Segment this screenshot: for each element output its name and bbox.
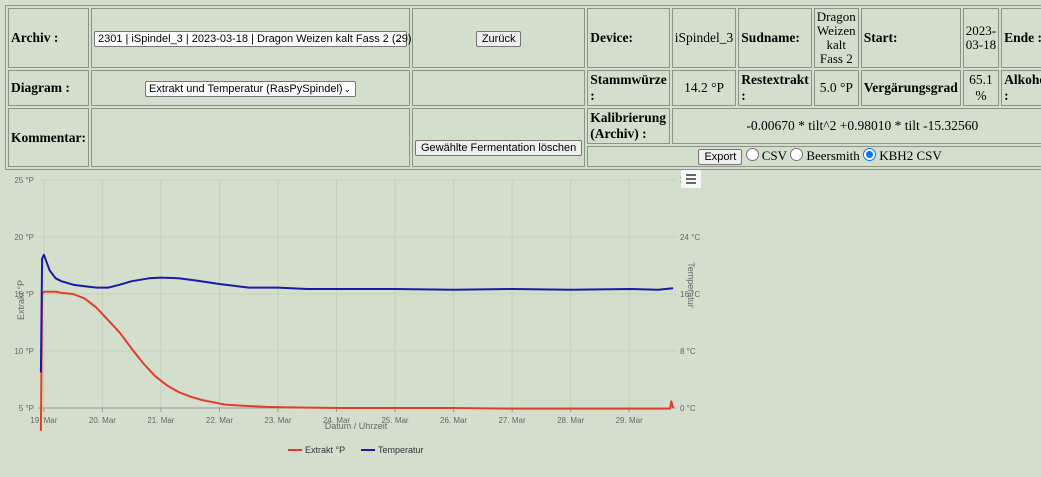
chart-series bbox=[39, 253, 675, 431]
chart-legend[interactable]: Extrakt °P Temperatur bbox=[288, 445, 424, 455]
export-csv-label: CSV bbox=[761, 148, 787, 163]
x-tick-label: 22. Mar bbox=[206, 416, 233, 425]
diagram-select[interactable]: Extrakt und Temperatur (RasPySpindel) ⌄ bbox=[144, 80, 356, 97]
stammwuerze-label: Stammwürze : bbox=[587, 70, 670, 106]
alkohol-label: Alkohol : bbox=[1001, 70, 1041, 106]
x-tick-label: 25. Mar bbox=[381, 416, 408, 425]
series-line-temperatur bbox=[39, 253, 674, 373]
archive-select[interactable]: 2301 | iSpindel_3 | 2023-03-18 | Dragon … bbox=[93, 30, 411, 47]
start-value: 2023- 03-18 bbox=[962, 8, 1000, 68]
menu-icon bbox=[686, 174, 696, 176]
diagram-label: Diagram : bbox=[8, 70, 89, 106]
kalibrierung-value: -0.00670 * tilt^2 +0.98010 * tilt -15.32… bbox=[671, 108, 1041, 144]
chevron-down-icon: ⌄ bbox=[343, 83, 351, 94]
export-kbh2-radio[interactable] bbox=[863, 148, 876, 161]
back-button[interactable]: Zurück bbox=[475, 30, 522, 47]
start-label: Start: bbox=[860, 8, 961, 68]
restextrakt-value: 5.0 °P bbox=[813, 70, 859, 106]
device-label: Device: bbox=[587, 8, 670, 68]
y-left-tick-label: 15 °P bbox=[14, 290, 34, 299]
x-tick-label: 19. Mar bbox=[30, 416, 57, 425]
export-button[interactable]: Export bbox=[698, 149, 743, 165]
y-left-tick-label: 20 °P bbox=[14, 233, 34, 242]
legend-item-label: Temperatur bbox=[378, 445, 424, 455]
x-tick-label: 21. Mar bbox=[147, 416, 174, 425]
y-axis-left-title: Extrakt °P bbox=[16, 280, 26, 320]
chart-menu-button[interactable] bbox=[681, 170, 701, 188]
x-tick-label: 28. Mar bbox=[557, 416, 584, 425]
fermentation-chart: 25 °P20 °P15 °P10 °P5 °P 32 °C24 °C16 °C… bbox=[14, 176, 700, 455]
sudname-value: Dragon Weizen kalt Fass 2 bbox=[813, 8, 859, 68]
export-beersmith-radio[interactable] bbox=[790, 148, 804, 161]
device-value: iSpindel_3 bbox=[671, 8, 737, 68]
y-left-tick-label: 25 °P bbox=[14, 176, 34, 185]
chart-grid bbox=[38, 179, 676, 409]
x-tick-label: 26. Mar bbox=[440, 416, 467, 425]
comment-field[interactable] bbox=[90, 108, 410, 167]
kalibrierung-label: Kalibrierung (Archiv) : bbox=[587, 108, 670, 144]
export-row: Export CSV Beersmith KBH2 CSV bbox=[587, 146, 1041, 167]
empty-cell bbox=[411, 70, 586, 106]
y-right-tick-label: 8 °C bbox=[680, 347, 696, 356]
x-tick-label: 29. Mar bbox=[616, 416, 643, 425]
x-tick-label: 20. Mar bbox=[89, 416, 116, 425]
archive-select-value: 2301 | iSpindel_3 | 2023-03-18 | Dragon … bbox=[97, 32, 412, 45]
vergaerungsgrad-label: Vergärungsgrad bbox=[860, 70, 961, 106]
y-left-tick-label: 5 °P bbox=[19, 404, 34, 413]
fermentation-info-panel: Archiv : 2301 | iSpindel_3 | 2023-03-18 … bbox=[5, 5, 1041, 170]
legend-item-label: Extrakt °P bbox=[305, 445, 345, 455]
delete-fermentation-button[interactable]: Gewählte Fermentation löschen bbox=[414, 140, 583, 156]
sudname-label: Sudname: bbox=[738, 8, 812, 68]
export-beersmith-label: Beersmith bbox=[806, 148, 860, 163]
x-axis-title: Datum / Uhrzeit bbox=[325, 421, 388, 431]
y-right-tick-label: 24 °C bbox=[680, 233, 700, 242]
restextrakt-label: Restextrakt : bbox=[738, 70, 812, 106]
series-line-extrakt bbox=[39, 290, 675, 431]
export-csv-radio[interactable] bbox=[745, 148, 759, 161]
stammwuerze-value: 14.2 °P bbox=[671, 70, 737, 106]
y-axis-right-title: Temperatur bbox=[686, 262, 696, 308]
chevron-down-icon: ⌄ bbox=[394, 33, 402, 44]
export-kbh2-label: KBH2 CSV bbox=[879, 148, 942, 163]
vergaerungsgrad-value: 65.1 % bbox=[962, 70, 1000, 106]
diagram-select-value: Extrakt und Temperatur (RasPySpindel) bbox=[148, 82, 343, 95]
comment-label: Kommentar: bbox=[8, 108, 89, 167]
end-label: Ende : bbox=[1001, 8, 1041, 68]
y-right-tick-label: 0 °C bbox=[680, 404, 696, 413]
x-tick-label: 27. Mar bbox=[499, 416, 526, 425]
x-tick-label: 24. Mar bbox=[323, 416, 350, 425]
y-left-tick-label: 10 °P bbox=[14, 347, 34, 356]
y-right-tick-label: 16 °C bbox=[680, 290, 700, 299]
x-tick-label: 23. Mar bbox=[264, 416, 291, 425]
y-axis-left: 25 °P 20 °P 15 °P 10 °P 5 °P bbox=[14, 176, 34, 413]
archive-label: Archiv : bbox=[8, 8, 89, 68]
